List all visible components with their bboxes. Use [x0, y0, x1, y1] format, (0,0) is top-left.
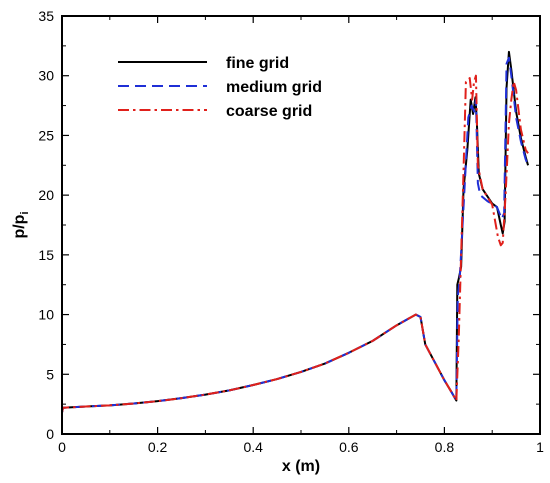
legend-label: medium grid — [226, 79, 322, 96]
x-tick-label: 1 — [536, 439, 544, 455]
legend: fine grid medium grid coarse grid — [118, 55, 322, 120]
y-tick-label: 0 — [46, 426, 54, 442]
y-tick-label: 30 — [38, 68, 54, 84]
y-tick-label: 10 — [38, 307, 54, 323]
y-tick-label: 25 — [38, 127, 54, 143]
y-axis-title: p/pi — [11, 211, 31, 238]
y-tick-label: 35 — [38, 8, 54, 24]
x-tick-label: 0.6 — [339, 439, 359, 455]
x-axis-title: x (m) — [282, 458, 320, 475]
series-layer — [61, 50, 530, 413]
legend-label: fine grid — [226, 55, 289, 72]
y-tick-label: 15 — [38, 247, 54, 263]
y-axis-title-main: p/p — [11, 214, 28, 238]
x-tick-label: 0.4 — [243, 439, 263, 455]
x-tick-label: 0 — [58, 439, 66, 455]
x-tick-label: 0.2 — [148, 439, 168, 455]
y-tick-label: 20 — [38, 187, 54, 203]
y-axis-title-subscript: i — [19, 211, 31, 214]
y-tick-label: 5 — [46, 366, 54, 382]
x-axis-ticks: 0 0.2 0.4 0.6 0.8 1 — [58, 16, 544, 455]
series-line-coarse-grid — [61, 74, 529, 413]
legend-label: coarse grid — [226, 103, 312, 120]
y-axis-ticks: 0 5 10 15 20 25 30 35 — [38, 8, 540, 442]
x-tick-label: 0.8 — [435, 439, 455, 455]
